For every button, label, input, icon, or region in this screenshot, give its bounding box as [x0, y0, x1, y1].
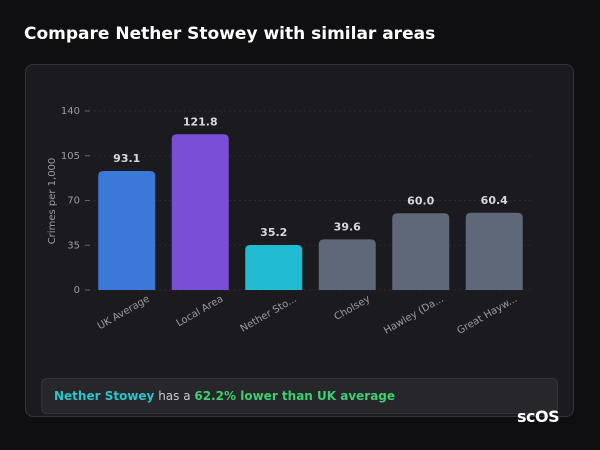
- logo: scOS: [517, 407, 560, 426]
- bar: [245, 244, 303, 290]
- value-label: 35.2: [260, 226, 287, 239]
- y-tick-label: 105: [61, 151, 80, 162]
- bar: [171, 134, 229, 290]
- x-tick-label: Local Area: [175, 294, 226, 330]
- bar: [318, 239, 376, 290]
- y-tick-label: 0: [74, 285, 80, 296]
- page-title: Compare Nether Stowey with similar areas: [24, 24, 436, 44]
- value-label: 121.8: [183, 115, 218, 128]
- summary-box: Nether Stowey has a 62.2% lower than UK …: [41, 378, 558, 414]
- summary-text: has a: [158, 389, 191, 403]
- place-name: Nether Stowey: [54, 389, 155, 403]
- x-tick-label: UK Average: [96, 294, 152, 333]
- value-label: 93.1: [113, 152, 140, 165]
- bar: [465, 212, 523, 290]
- bar: [392, 213, 450, 290]
- x-tick-label: Great Hayw...: [455, 294, 519, 337]
- y-axis-label: Crimes per 1,000: [47, 158, 58, 245]
- y-tick-label: 70: [67, 196, 80, 207]
- x-tick-label: Nether Sto...: [239, 294, 299, 335]
- value-label: 39.6: [334, 220, 361, 233]
- value-label: 60.4: [481, 194, 508, 207]
- y-tick-label: 35: [67, 240, 80, 251]
- comparison: 62.2% lower than UK average: [194, 389, 396, 403]
- x-tick-label: Hawley (Da...: [382, 294, 446, 337]
- x-tick-label: Cholsey: [333, 294, 373, 323]
- bar: [98, 170, 156, 290]
- value-label: 60.0: [407, 194, 434, 207]
- y-tick-label: 140: [61, 106, 80, 117]
